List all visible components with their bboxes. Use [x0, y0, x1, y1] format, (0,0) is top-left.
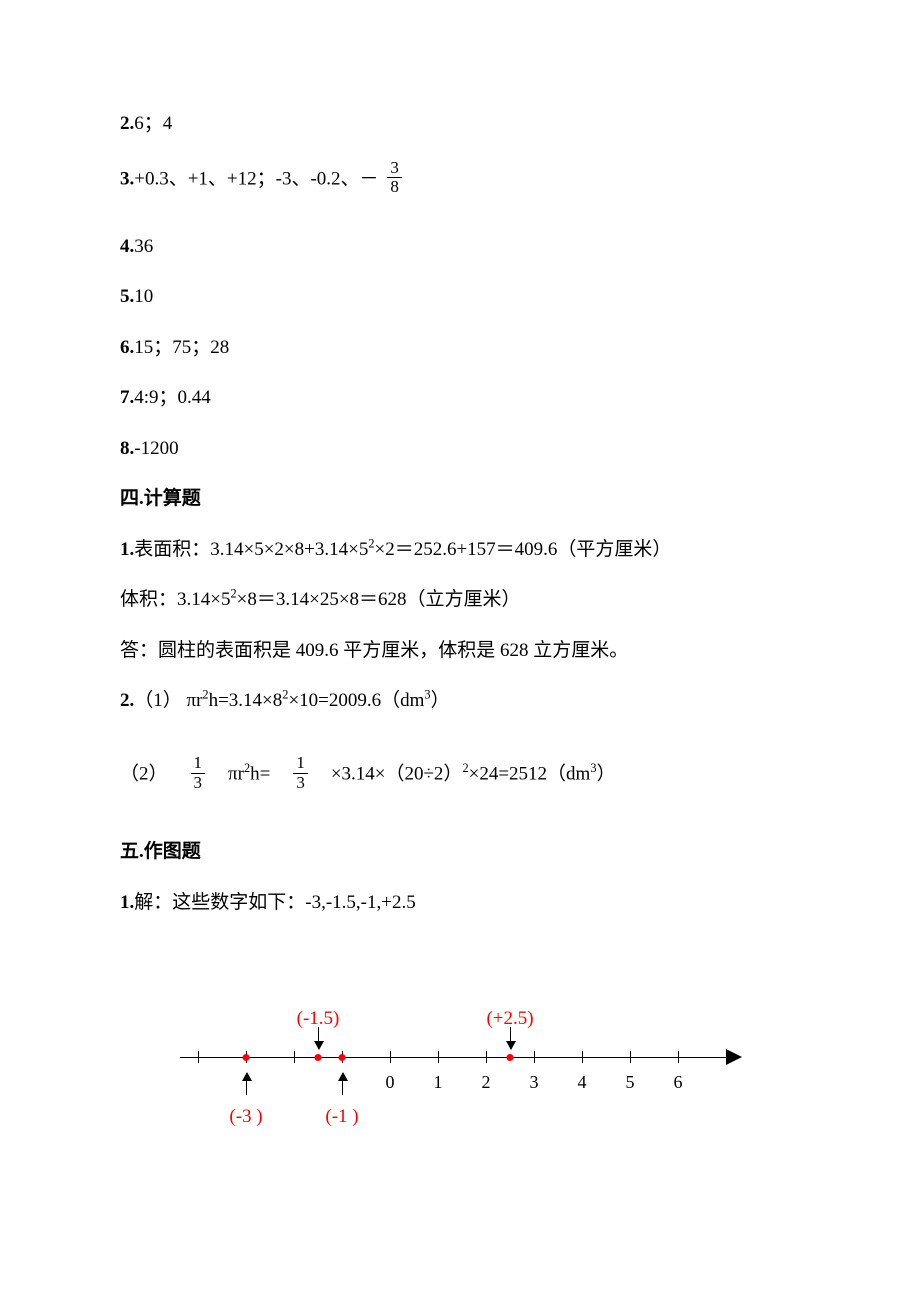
number-line-tick-label: 4 — [578, 1069, 587, 1096]
text: （2） — [120, 763, 168, 784]
fraction-den: 3 — [293, 773, 308, 793]
number-line-tick-label: 2 — [482, 1069, 491, 1096]
answer-text: +0.3、+1、+12；-3、-0.2、－ — [134, 168, 378, 189]
number-line-point — [339, 1054, 346, 1061]
text: 解：这些数字如下：-3,-1.5,-1,+2.5 — [134, 892, 415, 913]
fraction: 1 3 — [293, 754, 308, 792]
arrow-down-icon — [510, 1027, 511, 1049]
s5-q1-line1: 1.解：这些数字如下：-3,-1.5,-1,+2.5 — [120, 889, 800, 918]
text: 体积：3.14×5 — [120, 589, 230, 610]
number-line-tick — [294, 1051, 295, 1063]
fraction-num: 1 — [191, 754, 206, 773]
text: 表面积：3.14×5×2×8+3.14×5 — [134, 539, 368, 560]
text: h=3.14×8 — [209, 690, 283, 711]
answer-num: 5. — [120, 286, 134, 307]
answer-text: 4:9；0.44 — [134, 387, 211, 408]
answer-num: 6. — [120, 337, 134, 358]
q-num: 1. — [120, 892, 134, 913]
answer-text: 10 — [134, 286, 153, 307]
answer-8: 8.-1200 — [120, 435, 800, 464]
s4-q2-line2: （2） 1 3 πr2h= 1 3 ×3.14×（20÷2）2×24=2512（… — [120, 756, 800, 794]
number-line-tick — [438, 1051, 439, 1063]
text: ） — [597, 763, 616, 784]
answer-3: 3.+0.3、+1、+12；-3、-0.2、－ 3 8 — [120, 161, 800, 199]
number-line-tick — [198, 1051, 199, 1063]
number-line-tick — [390, 1051, 391, 1063]
fraction-num: 3 — [387, 159, 402, 178]
answer-num: 8. — [120, 438, 134, 459]
number-line-point-label: (-1 ) — [325, 1103, 358, 1132]
spacer — [120, 939, 800, 957]
s4-q1-line2: 体积：3.14×52×8＝3.14×25×8＝628（立方厘米） — [120, 586, 800, 615]
answer-num: 2. — [120, 113, 134, 134]
answer-text: 6；4 — [134, 113, 172, 134]
fraction-den: 3 — [191, 773, 206, 793]
section-5-heading: 五.作图题 — [120, 838, 800, 867]
q-num: 2. — [120, 690, 134, 711]
number-line-tick — [630, 1051, 631, 1063]
section-4-heading: 四.计算题 — [120, 485, 800, 514]
number-line-tick-label: 5 — [626, 1069, 635, 1096]
number-line-tick-label: 3 — [530, 1069, 539, 1096]
text: πr — [228, 763, 244, 784]
number-line-tick-label: 6 — [674, 1069, 683, 1096]
answer-5: 5.10 — [120, 283, 800, 312]
text: ×8＝3.14×25×8＝628（立方厘米） — [237, 589, 521, 610]
number-line-tick — [534, 1051, 535, 1063]
number-line-point-label: (-3 ) — [229, 1103, 262, 1132]
answer-7: 7.4:9；0.44 — [120, 384, 800, 413]
answer-num: 7. — [120, 387, 134, 408]
answer-text: 36 — [134, 236, 153, 257]
text: ×24=2512（dm — [469, 763, 591, 784]
arrow-right-icon — [726, 1049, 742, 1065]
text: ×2＝252.6+157＝409.6（平方厘米） — [375, 539, 672, 560]
number-line-tick — [678, 1051, 679, 1063]
number-line-tick-label: 0 — [386, 1069, 395, 1096]
answer-6: 6.15；75；28 — [120, 334, 800, 363]
answer-4: 4.36 — [120, 233, 800, 262]
q-num: 1. — [120, 539, 134, 560]
fraction-num: 1 — [293, 754, 308, 773]
s4-q2-line1: 2.（1） πr2h=3.14×82×10=2009.6（dm3） — [120, 687, 800, 716]
text: h= — [250, 763, 270, 784]
text: ×10=2009.6（dm — [288, 690, 424, 711]
arrow-down-icon — [318, 1027, 319, 1049]
s4-q1-line3: 答：圆柱的表面积是 409.6 平方厘米，体积是 628 立方厘米。 — [120, 637, 800, 666]
text: （1） πr — [134, 690, 202, 711]
number-line-point — [315, 1054, 322, 1061]
text: ×3.14×（20÷2） — [331, 763, 463, 784]
fraction: 1 3 — [191, 754, 206, 792]
arrow-up-icon — [246, 1073, 247, 1095]
answer-num: 4. — [120, 236, 134, 257]
answer-text: 15；75；28 — [134, 337, 229, 358]
answer-2: 2.6；4 — [120, 110, 800, 139]
number-line-point — [243, 1054, 250, 1061]
arrow-up-icon — [342, 1073, 343, 1095]
number-line-tick-label: 1 — [434, 1069, 443, 1096]
number-line-point — [507, 1054, 514, 1061]
fraction-den: 8 — [387, 177, 402, 197]
number-line-canvas: 0123456(-3 )(-1.5)(-1 )(+2.5) — [180, 987, 740, 1137]
answer-text: -1200 — [134, 438, 178, 459]
text: ） — [431, 690, 450, 711]
fraction: 3 8 — [387, 159, 402, 197]
page: 2.6；4 3.+0.3、+1、+12；-3、-0.2、－ 3 8 4.36 5… — [0, 0, 920, 1302]
number-line-diagram: 0123456(-3 )(-1.5)(-1 )(+2.5) — [180, 987, 740, 1137]
number-line-axis — [180, 1057, 740, 1058]
s4-q1-line1: 1.表面积：3.14×5×2×8+3.14×52×2＝252.6+157＝409… — [120, 536, 800, 565]
number-line-tick — [582, 1051, 583, 1063]
answer-num: 3. — [120, 168, 134, 189]
number-line-tick — [486, 1051, 487, 1063]
